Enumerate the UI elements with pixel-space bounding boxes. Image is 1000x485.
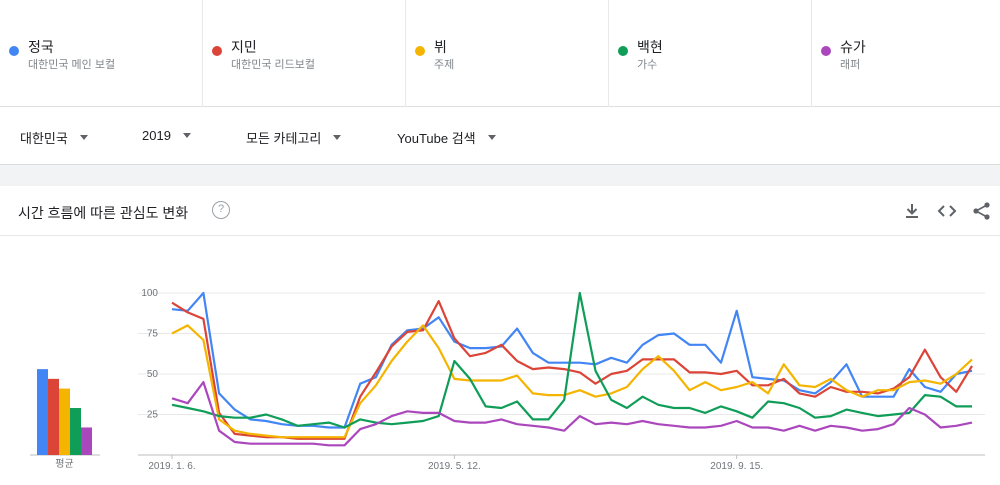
term-name: 슈가: [840, 39, 866, 55]
series-line[interactable]: [171, 299, 973, 440]
term-color-dot: [212, 46, 222, 56]
series-line[interactable]: [171, 381, 973, 447]
term-name: 백현: [637, 39, 663, 55]
y-tick-label: 75: [147, 329, 159, 340]
term-color-dot: [618, 46, 628, 56]
term-color-dot: [821, 46, 831, 56]
help-icon[interactable]: ?: [212, 201, 230, 219]
series-line[interactable]: [171, 291, 973, 429]
term-card-1[interactable]: 정국 대한민국 메인 보컬: [0, 0, 203, 107]
term-card-2[interactable]: 지민 대한민국 리드보컬: [203, 0, 406, 107]
section-separator: [0, 164, 1000, 186]
y-tick-label: 50: [147, 369, 159, 380]
download-icon[interactable]: [901, 200, 923, 222]
x-tick-label: 2019. 9. 15.: [710, 461, 763, 472]
term-card-5[interactable]: 슈가 래퍼: [812, 0, 1000, 107]
series-lines[interactable]: [171, 291, 973, 447]
term-category: 주제: [434, 59, 455, 71]
year-label: 2019: [142, 128, 171, 143]
region-dropdown[interactable]: 대한민국: [20, 128, 88, 147]
card-title: 시간 흐름에 따른 관심도 변화: [18, 205, 189, 221]
average-bar[interactable]: [81, 427, 92, 455]
category-dropdown[interactable]: 모든 카테고리: [246, 128, 342, 147]
y-tick-label: 100: [141, 288, 158, 299]
x-tick-label: 2019. 5. 12.: [428, 461, 481, 472]
embed-icon[interactable]: [936, 200, 958, 222]
source-dropdown[interactable]: YouTube 검색: [397, 128, 496, 147]
average-bar[interactable]: [48, 378, 59, 455]
term-category: 래퍼: [840, 59, 861, 71]
average-label: 평균: [55, 458, 73, 470]
x-tick-label: 2019. 1. 6.: [148, 461, 195, 472]
y-tick-label: 25: [147, 410, 159, 421]
average-bar[interactable]: [70, 408, 81, 455]
category-label: 모든 카테고리: [246, 131, 322, 146]
average-bar[interactable]: [59, 388, 70, 455]
average-bars: [30, 369, 100, 456]
term-name: 지민: [231, 39, 257, 55]
term-card-3[interactable]: 뷔 주제: [406, 0, 609, 107]
card-divider: [0, 235, 1000, 236]
x-axis-labels: 2019. 1. 6. 2019. 5. 12. 2019. 9. 15.: [148, 455, 763, 472]
compare-terms-bar: 정국 대한민국 메인 보컬 지민 대한민국 리드보컬 뷔 주제 백현 가수 슈가…: [0, 0, 1000, 107]
share-icon[interactable]: [971, 200, 993, 222]
term-card-4[interactable]: 백현 가수: [609, 0, 812, 107]
term-category: 대한민국 메인 보컬: [28, 59, 116, 71]
term-category: 가수: [637, 59, 658, 71]
chevron-down-icon: [182, 133, 191, 138]
source-label: YouTube 검색: [397, 131, 476, 146]
chevron-down-icon: [79, 135, 88, 140]
term-name: 정국: [28, 39, 54, 55]
y-axis-labels: 25 50 75 100: [141, 288, 158, 421]
term-category: 대한민국 리드보컬: [231, 59, 316, 71]
term-color-dot: [9, 46, 19, 56]
term-name: 뷔: [434, 39, 447, 55]
chart-grid: [138, 292, 985, 456]
filter-bar: 대한민국 2019 모든 카테고리 YouTube 검색: [0, 108, 1000, 164]
year-dropdown[interactable]: 2019: [142, 128, 191, 143]
chevron-down-icon: [487, 135, 496, 140]
term-color-dot: [415, 46, 425, 56]
series-line[interactable]: [171, 324, 973, 439]
series-line[interactable]: [171, 291, 972, 429]
region-label: 대한민국: [20, 131, 68, 146]
average-bar[interactable]: [37, 369, 48, 455]
chevron-down-icon: [333, 135, 342, 140]
